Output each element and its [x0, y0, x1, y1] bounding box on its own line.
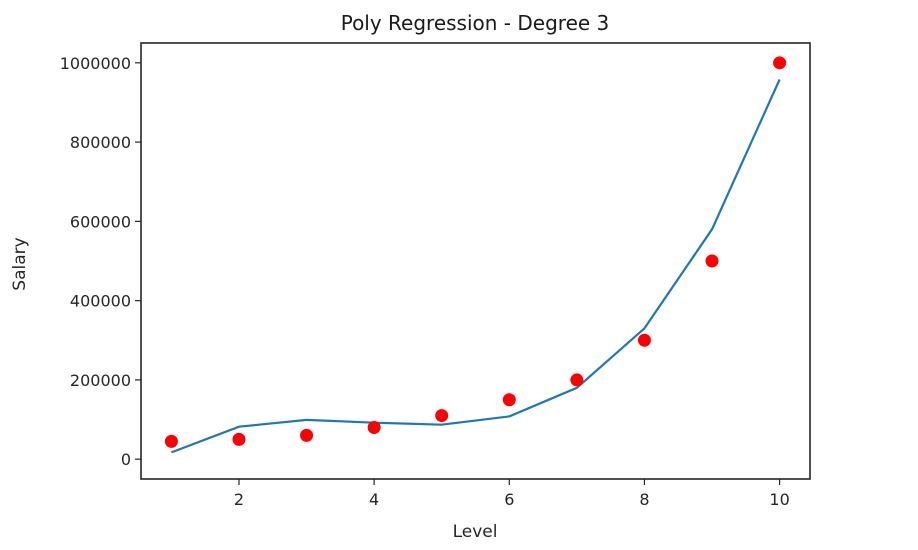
x-tick-label: 10	[769, 490, 789, 509]
data-point	[570, 373, 584, 387]
y-tick-label: 200000	[70, 371, 131, 390]
chart-title: Poly Regression - Degree 3	[341, 11, 610, 35]
y-tick-label: 400000	[70, 292, 131, 311]
regression-line	[171, 79, 781, 454]
data-point	[705, 254, 719, 268]
y-axis: 0 200000 400000 600000 800000 1000000	[60, 54, 141, 469]
data-point	[502, 393, 516, 407]
x-axis-label: Level	[453, 522, 498, 542]
y-tick-label: 1000000	[60, 54, 131, 73]
data-points	[164, 56, 787, 448]
data-point	[367, 420, 381, 434]
data-point	[300, 428, 314, 442]
x-tick-label: 2	[234, 490, 244, 509]
y-tick-label: 800000	[70, 133, 131, 152]
y-tick-label: 0	[121, 450, 131, 469]
data-point	[637, 333, 651, 347]
x-tick-label: 8	[639, 490, 649, 509]
axes-frame	[140, 42, 811, 480]
x-tick-label: 6	[504, 490, 514, 509]
x-axis: 2 4 6 8 10	[234, 479, 790, 509]
data-point	[164, 434, 178, 448]
data-point	[435, 409, 449, 423]
data-point	[773, 56, 787, 70]
y-axis-label: Salary	[10, 237, 30, 290]
x-tick-label: 4	[369, 490, 379, 509]
y-tick-label: 600000	[70, 212, 131, 231]
data-point	[232, 432, 246, 446]
plot-area: 0 200000 400000 600000 800000 1000000 2 4 6 8 10	[60, 42, 811, 509]
